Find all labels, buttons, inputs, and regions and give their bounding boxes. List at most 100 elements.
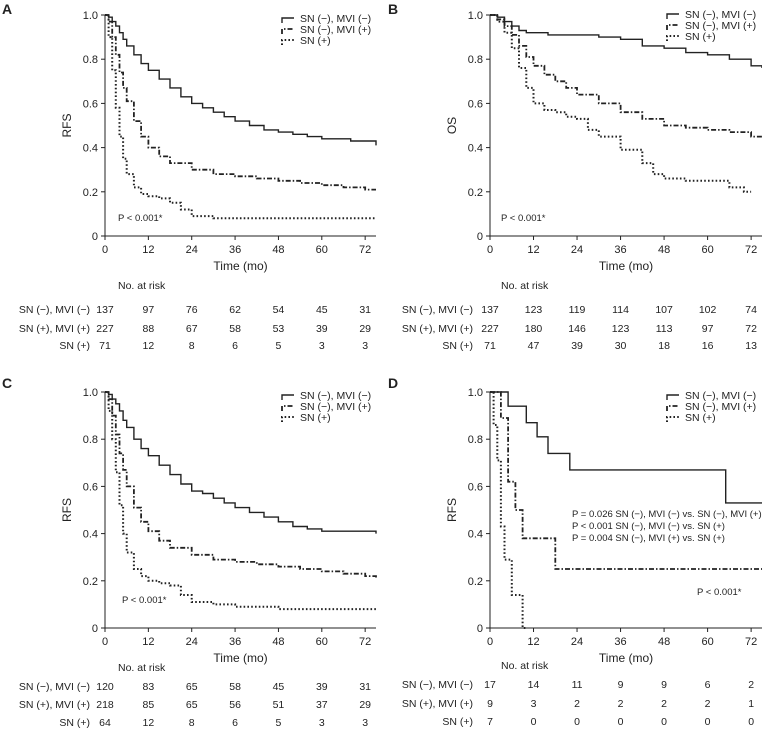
risk-count: 58 <box>229 681 241 693</box>
risk-count: 14 <box>528 679 540 691</box>
y-tick-label: 0 <box>477 623 483 635</box>
risk-count: 39 <box>316 323 328 335</box>
risk-count: 31 <box>359 304 371 316</box>
km-curve-dotted <box>105 391 376 611</box>
x-tick-label: 0 <box>487 636 493 648</box>
legend-label: SN (+) <box>685 412 716 424</box>
risk-count: 227 <box>481 323 499 335</box>
risk-count: 16 <box>702 340 714 352</box>
legend: SN (−), MVI (−)SN (−), MVI (+)SN (+) <box>281 390 371 424</box>
legend-label: SN (+) <box>300 412 331 424</box>
km-curve-solid <box>105 14 377 146</box>
y-tick-label: 0.2 <box>468 576 483 588</box>
legend: SN (−), MVI (−)SN (−), MVI (+)SN (+) <box>666 9 756 43</box>
risk-count: 8 <box>189 717 195 729</box>
risk-count: 71 <box>484 340 496 352</box>
x-tick-label: 48 <box>658 636 670 648</box>
risk-count: 0 <box>531 716 537 728</box>
pairwise-p-value: P < 0.001 SN (−), MVI (−) vs. SN (+) <box>572 521 725 532</box>
legend-symbol-dashed <box>666 24 679 30</box>
x-tick-label: 36 <box>614 636 626 648</box>
risk-row-label: SN (+) <box>59 717 90 729</box>
pairwise-p-value: P = 0.004 SN (−), MVI (+) vs. SN (+) <box>572 533 725 544</box>
x-axis-title: Time (mo) <box>213 651 267 665</box>
risk-count: 114 <box>612 304 629 316</box>
x-tick-label: 12 <box>527 636 539 648</box>
risk-count: 74 <box>745 304 757 316</box>
risk-row-label: SN (+), MVI (+) <box>402 323 473 335</box>
x-axis-title: Time (mo) <box>599 259 653 273</box>
risk-count: 18 <box>658 340 670 352</box>
legend-symbol-dotted <box>666 416 679 422</box>
x-tick-label: 48 <box>272 636 284 648</box>
risk-count: 3 <box>319 717 325 729</box>
risk-count: 11 <box>572 679 583 691</box>
risk-count: 137 <box>481 304 499 316</box>
risk-count: 3 <box>319 340 325 352</box>
y-tick-label: 0.4 <box>83 143 98 155</box>
x-tick-label: 72 <box>359 244 371 256</box>
y-tick-label: 1.0 <box>468 387 483 399</box>
risk-table-title: No. at risk <box>501 660 549 672</box>
risk-count: 53 <box>273 323 285 335</box>
panel-b: B 0 0.2 0.4 0.6 0.8 1.0 0 12 24 36 48 60 72 Time (mo) O… <box>388 1 762 352</box>
risk-count: 31 <box>359 681 371 693</box>
risk-count: 65 <box>186 699 198 711</box>
x-tick-label: 24 <box>571 636 583 648</box>
risk-count: 67 <box>186 323 198 335</box>
legend-symbol-dotted <box>281 416 294 422</box>
risk-count: 8 <box>189 340 195 352</box>
km-curve-dashed <box>490 14 762 138</box>
x-tick-label: 72 <box>745 636 757 648</box>
x-tick-label: 24 <box>571 244 583 256</box>
risk-count: 180 <box>525 323 543 335</box>
risk-count: 3 <box>362 717 368 729</box>
risk-row-label: SN (−), MVI (−) <box>402 304 473 316</box>
p-value-annotation: P < 0.001* <box>122 595 167 606</box>
p-value-annotation: P < 0.001* <box>697 587 742 598</box>
risk-count: 0 <box>574 716 580 728</box>
risk-table-title: No. at risk <box>118 662 166 674</box>
x-tick-label: 60 <box>701 636 713 648</box>
risk-count: 12 <box>143 340 155 352</box>
km-curve-dashed <box>490 391 762 570</box>
x-axis-title: Time (mo) <box>599 651 653 665</box>
x-tick-label: 12 <box>142 636 154 648</box>
risk-count: 88 <box>143 323 155 335</box>
y-tick-label: 0.8 <box>83 434 98 446</box>
risk-count: 56 <box>229 699 241 711</box>
risk-count: 1 <box>748 698 754 710</box>
risk-count: 47 <box>528 340 540 352</box>
panel-letter: C <box>2 375 12 391</box>
legend-label: SN (−), MVI (−) <box>685 9 756 21</box>
risk-row-label: SN (+) <box>442 340 473 352</box>
legend-label: SN (−), MVI (−) <box>300 13 371 25</box>
legend-label: SN (−), MVI (+) <box>685 20 756 32</box>
risk-table: No. at risk SN (−), MVI (−) 137 123 119 114 10… <box>402 280 757 352</box>
risk-count: 2 <box>618 698 624 710</box>
risk-table-title: No. at risk <box>118 280 166 292</box>
y-tick-label: 0.4 <box>83 529 98 541</box>
legend-label: SN (−), MVI (+) <box>300 401 371 413</box>
risk-row-label: SN (+) <box>442 716 473 728</box>
risk-count: 62 <box>229 304 241 316</box>
y-axis-title: OS <box>445 117 459 134</box>
risk-count: 6 <box>705 679 711 691</box>
y-tick-label: 0.2 <box>83 576 98 588</box>
y-tick-label: 0 <box>92 231 98 243</box>
risk-count: 17 <box>484 679 496 691</box>
x-tick-label: 24 <box>186 244 198 256</box>
risk-count: 83 <box>143 681 155 693</box>
legend-label: SN (+) <box>685 31 716 43</box>
x-tick-label: 12 <box>142 244 154 256</box>
risk-count: 2 <box>705 698 711 710</box>
x-tick-label: 12 <box>527 244 539 256</box>
pairwise-p-value: P = 0.026 SN (−), MVI (−) vs. SN (−), MV… <box>572 509 762 520</box>
risk-count: 6 <box>232 717 238 729</box>
risk-count: 2 <box>574 698 580 710</box>
risk-count: 72 <box>745 323 757 335</box>
risk-count: 0 <box>661 716 667 728</box>
y-tick-label: 0.2 <box>83 187 98 199</box>
